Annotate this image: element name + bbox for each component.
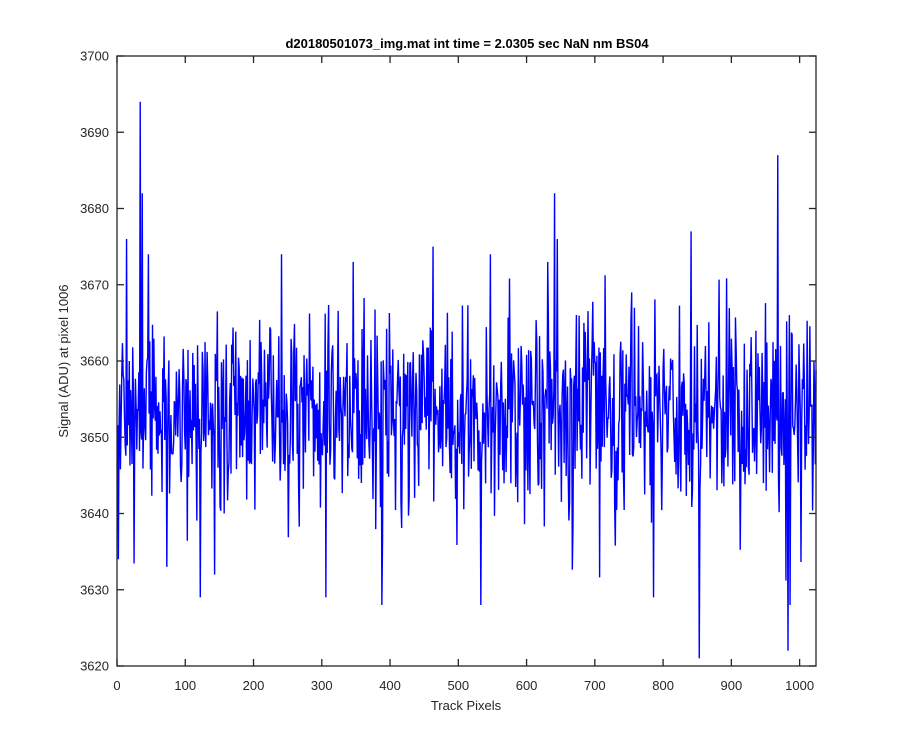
x-axis-label: Track Pixels xyxy=(431,698,502,713)
x-tick-label-10: 1000 xyxy=(785,678,814,693)
axes-box xyxy=(116,55,817,667)
y-tick-label-4: 3660 xyxy=(80,354,109,369)
x-tick-label-8: 800 xyxy=(652,678,674,693)
x-tick-label-6: 600 xyxy=(516,678,538,693)
plot-area xyxy=(116,101,817,659)
x-tick-label-7: 700 xyxy=(584,678,606,693)
y-tick-label-5: 3670 xyxy=(80,277,109,292)
y-axis-label: Signal (ADU) at pixel 1006 xyxy=(56,284,71,437)
x-tick-label-3: 300 xyxy=(311,678,333,693)
x-tick-label-2: 200 xyxy=(243,678,265,693)
x-tick-label-0: 0 xyxy=(113,678,120,693)
x-tick-label-4: 400 xyxy=(379,678,401,693)
y-tick-label-2: 3640 xyxy=(80,506,109,521)
y-tick-label-3: 3650 xyxy=(80,430,109,445)
y-tick-label-6: 3680 xyxy=(80,201,109,216)
x-tick-label-5: 500 xyxy=(447,678,469,693)
y-axis: 3620 3630 3640 3650 3660 3670 3680 3690 3700 xyxy=(80,49,816,674)
y-tick-label-0: 3620 xyxy=(80,659,109,674)
x-tick-label-1: 100 xyxy=(174,678,196,693)
signal-series-line xyxy=(116,101,817,659)
y-tick-label-1: 3630 xyxy=(80,582,109,597)
x-tick-label-9: 900 xyxy=(721,678,743,693)
x-axis: 0 100 200 300 400 500 600 700 800 900 1000 xyxy=(113,56,814,693)
y-tick-label-7: 3690 xyxy=(80,125,109,140)
y-tick-label-8: 3700 xyxy=(80,49,109,64)
chart-title: d20180501073_img.mat int time = 2.0305 s… xyxy=(285,36,649,51)
